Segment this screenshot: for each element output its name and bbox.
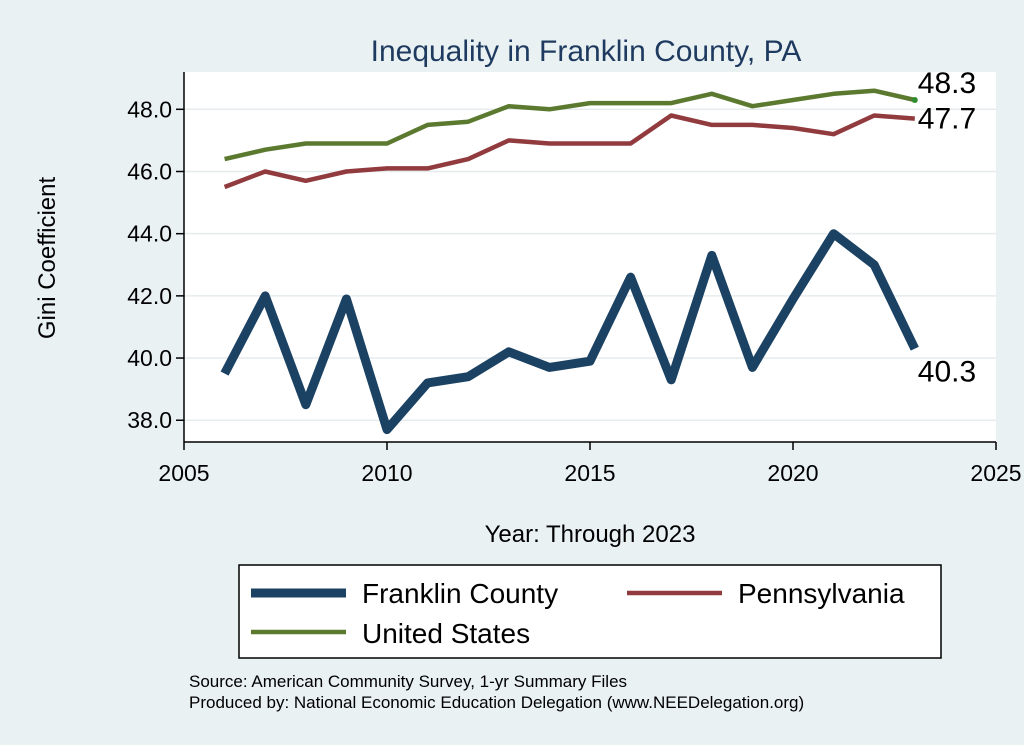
chart-title: Inequality in Franklin County, PA [371,35,802,68]
y-tick-label: 48.0 [127,96,172,122]
x-tick-label: 2020 [767,460,818,486]
legend-box [238,564,942,659]
x-axis-title: Year: Through 2023 [485,521,696,548]
end-label-united-states: 48.3 [918,67,976,100]
series-line-united-states [224,88,916,162]
legend: Franklin County Pennsylvania United Stat… [238,564,942,659]
x-tick-label: 2025 [970,460,1021,486]
source-line: Source: American Community Survey, 1-yr … [189,672,627,691]
y-tick-label: 44.0 [127,221,172,247]
legend-label-united-states: United States [362,618,530,649]
producer-line: Produced by: National Economic Education… [189,693,804,712]
end-labels: 40.3 47.748.3 [911,67,976,389]
legend-label-pennsylvania: Pennsylvania [738,578,905,609]
legend-label-franklin-county: Franklin County [362,578,558,609]
end-marker-united-states [911,96,918,103]
end-label-franklin-county: 40.3 [918,356,976,389]
series-lines [220,88,919,435]
y-axis-title: Gini Coefficient [34,177,61,340]
plot-area [184,72,996,442]
series-line-pennsylvania [223,113,915,190]
x-tick-label: 2010 [361,460,412,486]
y-tick-label: 46.0 [127,158,172,184]
end-label-pennsylvania: 47.7 [918,103,976,136]
y-tick-label: 38.0 [127,407,172,433]
y-tick-label: 40.0 [127,345,172,371]
x-tick-label: 2015 [564,460,615,486]
x-tick-label: 2005 [158,460,209,486]
y-axis-ticks: 38.0 40.0 42.0 44.0 46.0 48.0 [127,96,184,433]
series-line-franklin-county [220,229,919,435]
y-tick-label: 42.0 [127,283,172,309]
x-axis-ticks: 2005 2010 2015 2020 2025 [158,442,1022,486]
